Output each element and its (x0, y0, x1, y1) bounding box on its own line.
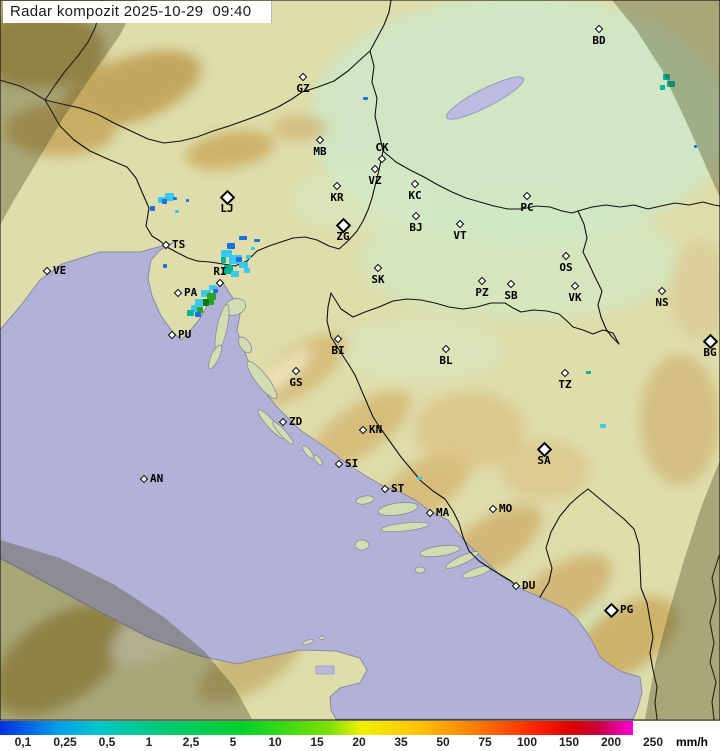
legend-tick-0: 0,1 (14, 735, 32, 749)
legend-tick-15: 250 (642, 735, 664, 749)
legend-tick-6: 10 (268, 735, 282, 749)
map-frame (0, 0, 720, 721)
coverage-mask (0, 0, 720, 719)
legend-tick-12: 100 (516, 735, 538, 749)
lakes (315, 76, 525, 675)
legend-tick-9: 35 (394, 735, 408, 749)
radar-map: BD GZ MB CK VZ KR KC PC LJ BJ VT ZG TS OS SK VE RI PZ SB VK… (0, 0, 720, 722)
legend-tick-1: 0,25 (53, 735, 77, 749)
lake-balaton (445, 76, 525, 120)
lake-varano (315, 665, 335, 675)
islands (208, 298, 492, 646)
radar-echo-layer (150, 74, 697, 480)
legend-labels: mm/h 0,1 0,25 0,5 1 2,5 5 10 15 20 35 50 75 100 150 20… (0, 735, 720, 751)
legend-tick-14: 200 (600, 735, 622, 749)
legend-tick-2: 0,5 (98, 735, 116, 749)
legend-tick-5: 5 (229, 735, 237, 749)
legend-tick-4: 2,5 (182, 735, 200, 749)
legend-color-bar (0, 721, 633, 735)
legend-tick-13: 150 (558, 735, 580, 749)
legend-tick-8: 20 (352, 735, 366, 749)
legend-unit: mm/h (676, 735, 709, 749)
legend-tick-3: 1 (145, 735, 153, 749)
map-canvas (0, 0, 720, 721)
rainfall-legend: mm/h 0,1 0,25 0,5 1 2,5 5 10 15 20 35 50 75 100 150 20… (0, 721, 720, 751)
legend-tick-10: 50 (436, 735, 450, 749)
legend-tick-7: 15 (310, 735, 324, 749)
map-title: Radar kompozit 2025-10-29 09:40 (3, 1, 272, 23)
legend-tick-11: 75 (478, 735, 492, 749)
